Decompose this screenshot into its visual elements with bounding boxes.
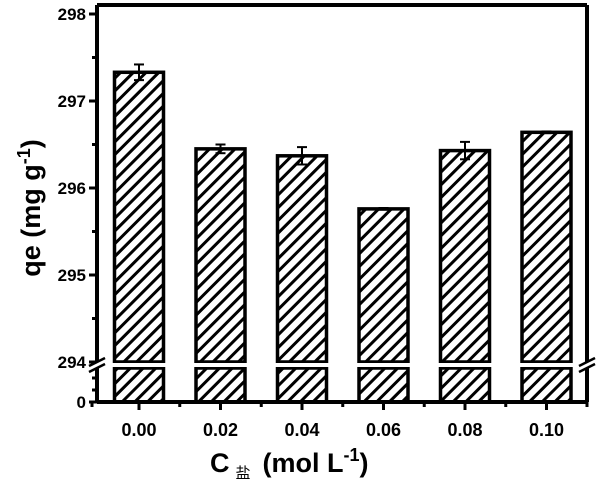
- bar-upper-0.06: [357, 207, 410, 364]
- axis-break-mark: [578, 356, 596, 368]
- bar-lower-0.08: [438, 366, 492, 404]
- bar-lower-0.10: [520, 366, 573, 404]
- y-tick-label: 294: [58, 353, 87, 372]
- axis-break-mark: [578, 362, 596, 374]
- bar-upper-0.00: [112, 70, 166, 364]
- bar-upper-0.08: [438, 148, 492, 364]
- bar-upper-0.04: [275, 154, 329, 364]
- y-tick-label: 298: [58, 5, 86, 24]
- x-tick-label: 0.10: [529, 420, 564, 440]
- bar-lower-0.06: [357, 366, 410, 404]
- x-tick-label: 0.04: [284, 420, 319, 440]
- x-tick-label: 0.08: [447, 420, 482, 440]
- y-axis-label: qe (mg g-1): [14, 139, 46, 277]
- bar-lower-0.00: [112, 366, 166, 404]
- bar-lower-0.04: [275, 366, 329, 404]
- y-tick-label: 297: [58, 92, 86, 111]
- y-tick-label: 296: [58, 179, 86, 198]
- bar-upper-0.02: [194, 147, 247, 364]
- x-tick-label: 0.02: [203, 420, 238, 440]
- y-tick-label: 0: [77, 393, 86, 412]
- x-tick-label: 0.00: [121, 420, 156, 440]
- axis-break-mark: [88, 362, 106, 374]
- axis-break-gap: [101, 363, 583, 367]
- bar-lower-0.02: [194, 366, 247, 404]
- bar-upper-0.10: [520, 130, 573, 364]
- y-tick-label: 295: [58, 266, 86, 285]
- x-axis-label: C 盐 (mol L-1): [210, 445, 369, 482]
- x-tick-label: 0.06: [366, 420, 401, 440]
